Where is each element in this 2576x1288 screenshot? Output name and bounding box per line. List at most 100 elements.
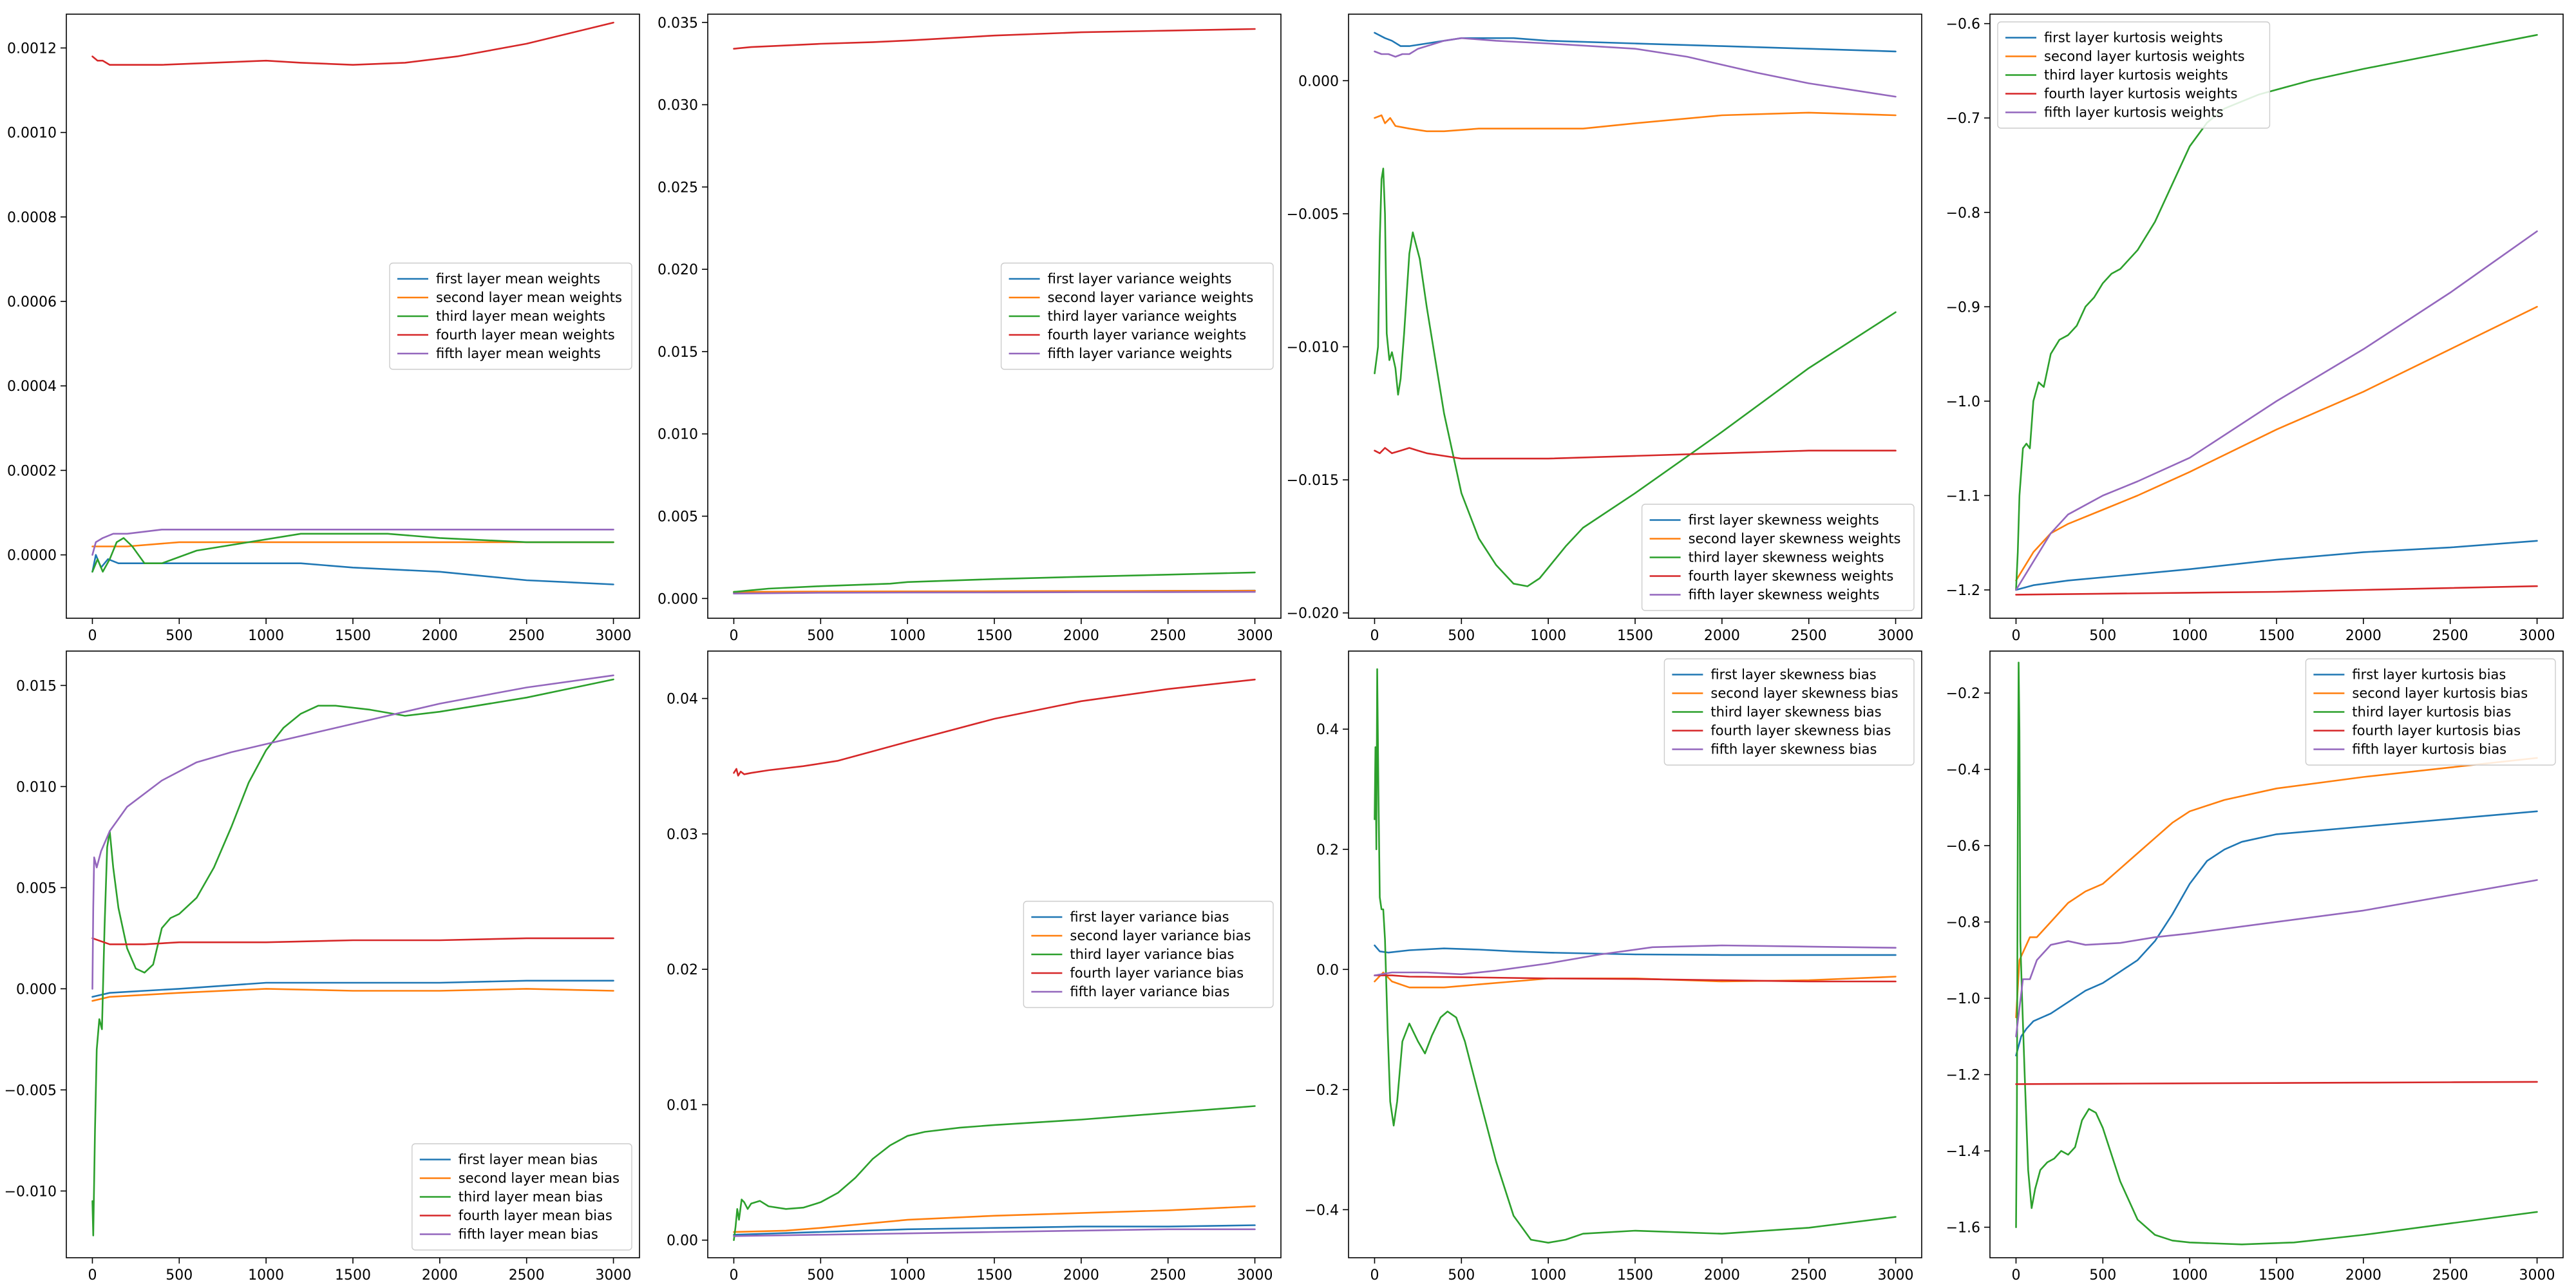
x-tick-label: 1500 [2259, 1267, 2295, 1283]
series-line-5 [733, 1228, 1256, 1237]
legend-label: fifth layer skewness bias [1710, 742, 1877, 757]
y-tick-label: −0.005 [1287, 207, 1339, 223]
x-tick-label: 1000 [1530, 628, 1566, 644]
legend-label: fifth layer mean weights [436, 346, 601, 361]
series-line-2 [1374, 111, 1897, 133]
series-line-2 [2015, 757, 2538, 1019]
y-tick-label: 0.01 [667, 1097, 698, 1113]
y-tick-label: 0.0 [1316, 962, 1339, 978]
x-tick-label: 1000 [1530, 1267, 1566, 1283]
legend-label: third layer mean bias [459, 1189, 603, 1205]
y-tick-label: 0.4 [1316, 722, 1339, 738]
legend-label: fifth layer skewness weights [1689, 587, 1880, 603]
series-line-1 [733, 1224, 1256, 1236]
series-line-3 [1374, 668, 1897, 1244]
series-line-2 [2015, 306, 2538, 582]
x-tick-label: 3000 [1237, 1267, 1273, 1283]
x-tick-label: 2500 [509, 1267, 545, 1283]
x-tick-label: 500 [807, 628, 834, 644]
legend-label: fourth layer skewness bias [1710, 723, 1891, 739]
y-tick-label: −0.8 [1946, 205, 1980, 222]
x-tick-label: 1500 [976, 628, 1012, 644]
series-line-3 [91, 533, 614, 573]
y-tick-label: 0.0008 [7, 210, 57, 226]
y-tick-label: −1.6 [1946, 1220, 1980, 1236]
series-line-3 [2015, 661, 2538, 1245]
legend-label: second layer kurtosis weights [2044, 49, 2245, 64]
x-tick-label: 1000 [248, 628, 284, 644]
series-line-5 [2015, 230, 2538, 591]
series-line-1 [91, 980, 614, 998]
y-tick-label: −1.1 [1946, 488, 1980, 504]
legend-label: third layer kurtosis weights [2044, 68, 2228, 83]
y-tick-label: −0.6 [1946, 17, 1980, 33]
y-tick-label: −1.2 [1946, 1068, 1980, 1084]
y-tick-label: 0.02 [667, 962, 698, 978]
legend-label: third layer mean weights [436, 308, 605, 324]
legend-label: fifth layer variance weights [1048, 346, 1233, 361]
x-tick-label: 2500 [2432, 1267, 2468, 1283]
x-tick-label: 500 [2089, 628, 2116, 644]
y-tick-label: 0.015 [16, 678, 57, 694]
legend-label: second layer mean weights [436, 290, 622, 305]
legend-label: second layer variance weights [1048, 290, 1254, 305]
series-line-3 [733, 1105, 1256, 1241]
y-tick-label: 0.030 [658, 98, 698, 114]
y-tick-label: 0.0006 [7, 294, 57, 310]
legend-label: first layer kurtosis bias [2352, 667, 2506, 683]
chart-panel-3: 0 500 1000 1500 2000 2500 3000 −0.020 −0.015 −0.0… [1287, 14, 1922, 644]
legend-label: fifth layer kurtosis bias [2352, 742, 2506, 757]
series-line-4 [91, 937, 614, 945]
x-tick-label: 2000 [422, 1267, 458, 1283]
legend: first layer kurtosis bias second layer ku… [2305, 658, 2556, 766]
y-tick-label: −1.0 [1946, 991, 1980, 1007]
legend-box [1997, 21, 2271, 129]
legend-label: third layer skewness bias [1710, 705, 1881, 720]
x-tick-label: 1500 [2259, 628, 2295, 644]
legend-box [1641, 504, 1915, 611]
legend-box [1000, 262, 1274, 370]
legend-label: second layer skewness weights [1689, 531, 1901, 547]
series-line-1 [2015, 540, 2538, 591]
legend-label: fourth layer mean bias [459, 1208, 612, 1224]
x-tick-label: 2500 [1791, 628, 1827, 644]
y-tick-label: 0.020 [658, 262, 698, 278]
x-tick-label: 0 [1370, 1267, 1379, 1283]
x-tick-label: 2500 [1791, 1267, 1827, 1283]
x-tick-label: 3000 [1878, 1267, 1914, 1283]
y-tick-label: −0.015 [1287, 473, 1339, 489]
x-tick-label: 0 [2011, 1267, 2020, 1283]
x-tick-label: 1000 [889, 628, 925, 644]
x-tick-label: 3000 [596, 628, 632, 644]
y-tick-label: 0.0012 [7, 41, 57, 57]
y-tick-label: −0.010 [5, 1184, 57, 1200]
x-tick-label: 500 [166, 1267, 193, 1283]
y-tick-label: 0.2 [1316, 842, 1339, 858]
series-line-5 [1374, 944, 1897, 976]
series-line-3 [91, 678, 614, 1236]
chart-panel-7: 0 500 1000 1500 2000 2500 3000 −0.4 −0.2 0.0 0.2 0.… [1305, 650, 1922, 1283]
series-line-2 [91, 988, 614, 1002]
y-tick-label: 0.000 [16, 981, 57, 998]
x-tick-label: 1000 [2172, 1267, 2208, 1283]
y-tick-label: −0.020 [1287, 606, 1339, 622]
y-tick-label: 0.0000 [7, 548, 57, 564]
series-line-5 [733, 591, 1256, 594]
series-line-4 [733, 28, 1256, 50]
x-tick-label: 2500 [1150, 1267, 1186, 1283]
legend-box [412, 1143, 632, 1251]
legend-label: fourth layer skewness weights [1689, 569, 1894, 584]
chart-panel-2: 0 500 1000 1500 2000 2500 3000 0.000 0.005 0.010 0… [658, 14, 1282, 644]
x-tick-label: 2500 [1150, 628, 1186, 644]
legend-label: fifth layer kurtosis weights [2044, 105, 2224, 120]
y-tick-label: 0.000 [658, 591, 698, 607]
series-line-4 [1374, 974, 1897, 983]
legend-label: first layer mean bias [459, 1152, 598, 1168]
y-tick-label: −0.2 [1946, 686, 1980, 702]
x-tick-label: 500 [2089, 1267, 2116, 1283]
legend-label: fourth layer kurtosis weights [2044, 86, 2237, 102]
x-tick-label: 3000 [2519, 1267, 2555, 1283]
y-tick-label: −1.0 [1946, 394, 1980, 410]
legend-label: first layer mean weights [436, 271, 600, 287]
